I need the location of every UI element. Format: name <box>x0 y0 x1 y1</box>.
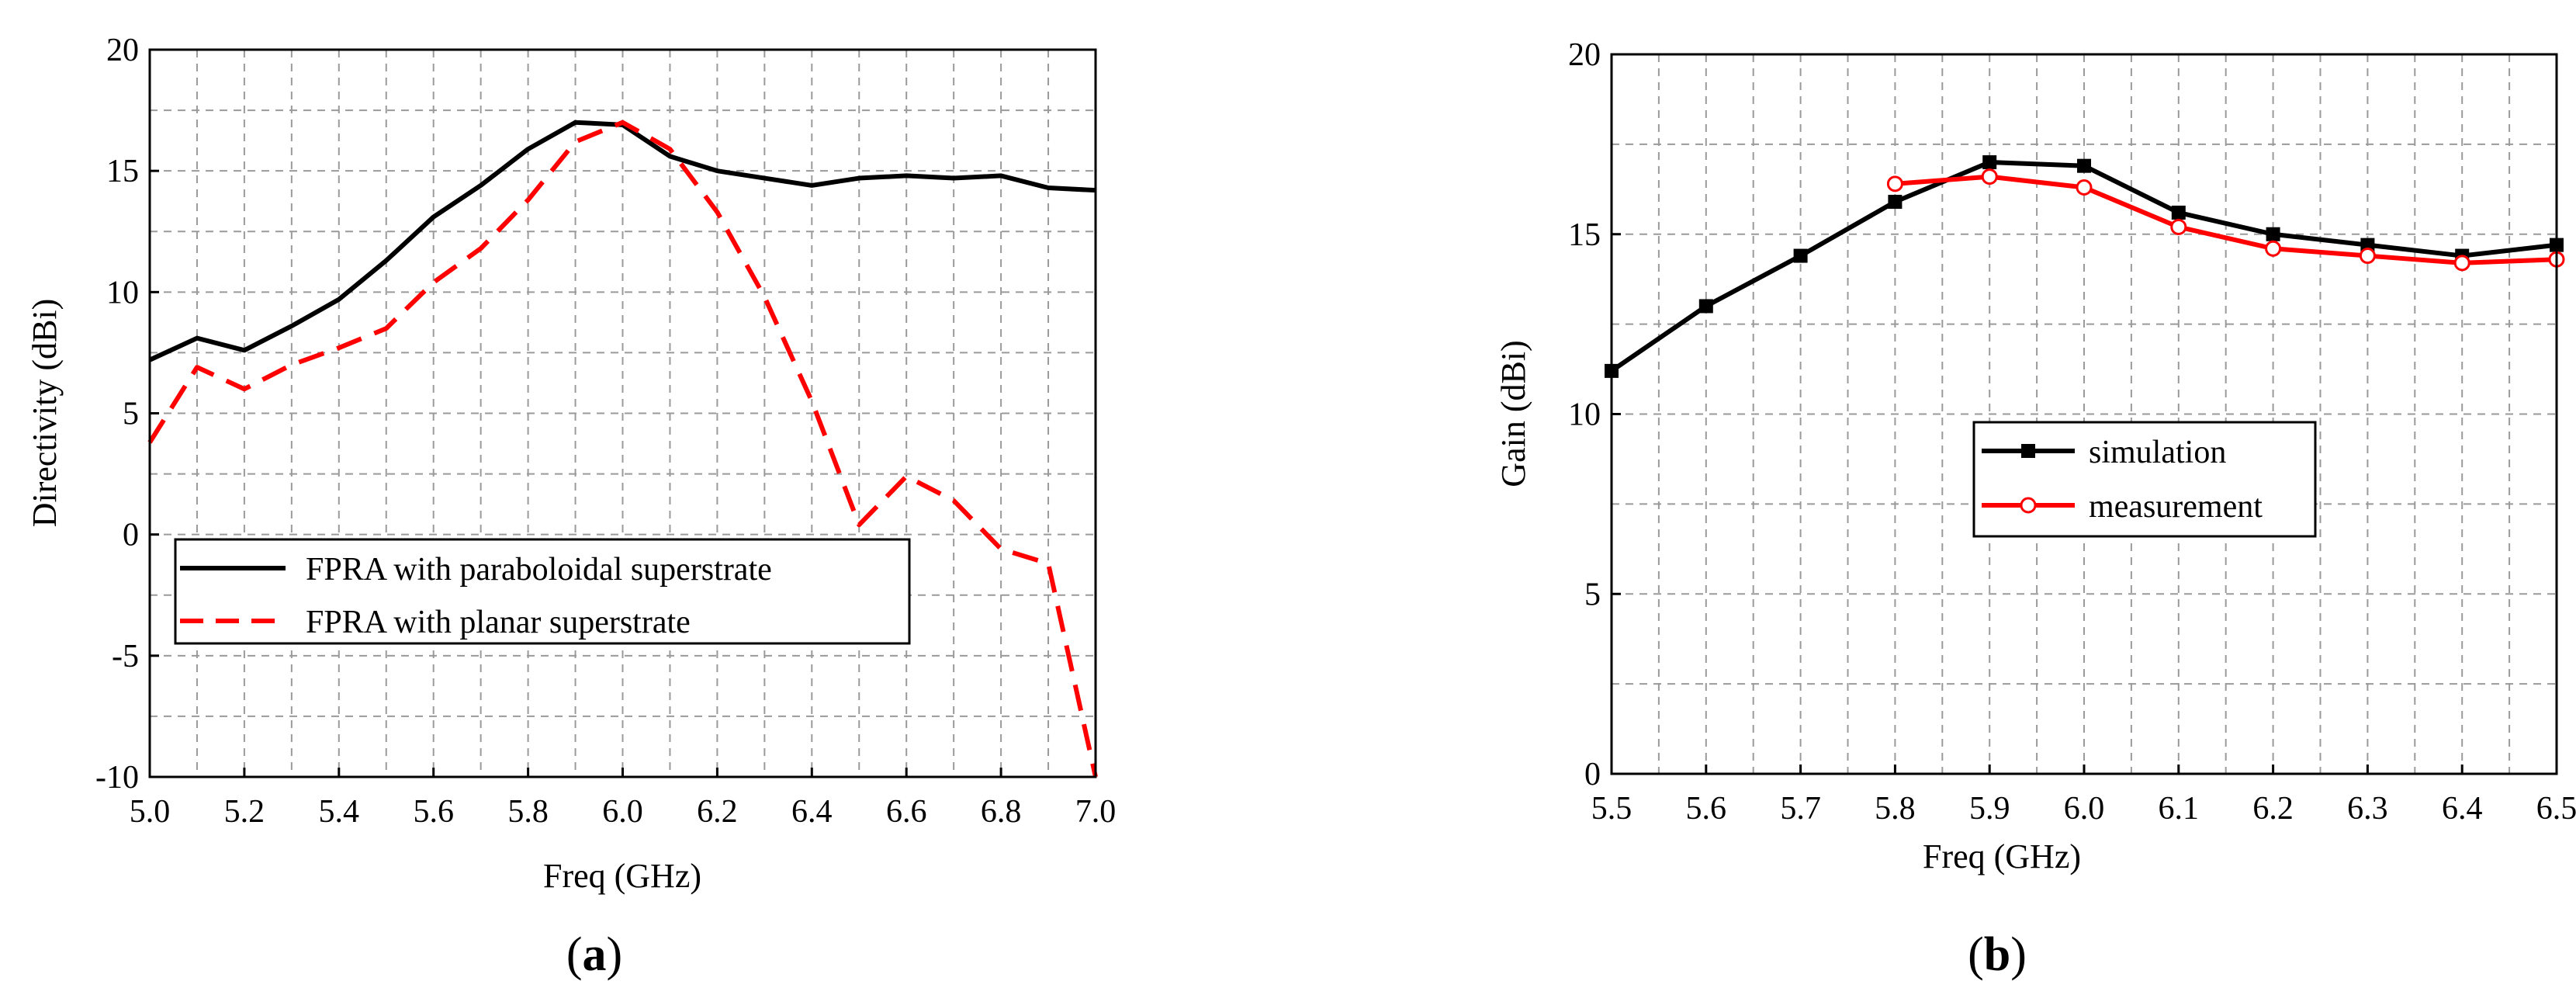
x-tick-label: 6.2 <box>2252 791 2294 827</box>
panel-b-x-axis-label: Freq (GHz) <box>1923 837 2081 875</box>
y-tick-label: 0 <box>123 518 139 553</box>
x-tick-label: 5.6 <box>1686 791 1727 827</box>
panel-a-directivity-chart: 5.0 5.2 5.4 5.6 5.8 6.0 6.2 6.4 6.6 6.8 7.0 -10 -5 0 5… <box>26 33 1116 981</box>
y-tick-label: -10 <box>95 760 139 796</box>
panel-b-legend: simulation measurement <box>1972 421 2317 538</box>
data-point-b-1 <box>2359 248 2376 265</box>
y-tick-label: 10 <box>106 275 139 310</box>
data-point-b-0 <box>1698 299 1713 314</box>
data-point-b-1 <box>1981 168 1998 185</box>
data-point-b-1 <box>1886 175 1903 192</box>
panel-b-caption-letter: b <box>1984 928 2010 981</box>
panel-b-series-group <box>1605 155 2565 378</box>
panel-b-caption: (b) <box>1968 928 2027 981</box>
legend-marker-simulation <box>2021 444 2035 458</box>
x-tick-label: 6.2 <box>697 794 738 830</box>
x-tick-label: 6.6 <box>886 794 927 830</box>
panel-a-caption-letter: a <box>583 928 607 981</box>
legend-marker-measurement <box>2020 497 2037 514</box>
x-tick-label: 5.4 <box>319 794 360 830</box>
x-tick-label: 6.0 <box>602 794 643 830</box>
data-point-b-0 <box>1982 155 1997 170</box>
x-tick-label: 5.5 <box>1591 791 1633 827</box>
y-tick-label: -5 <box>112 639 139 674</box>
data-point-b-1 <box>2076 179 2093 196</box>
panel-b-grid <box>1612 54 2557 774</box>
panel-a-grid <box>150 50 1096 777</box>
y-tick-label: 5 <box>1584 577 1601 612</box>
x-tick-label: 6.4 <box>791 794 833 830</box>
y-tick-label: 15 <box>1568 217 1601 253</box>
panel-a-x-axis-label: Freq (GHz) <box>543 857 701 895</box>
x-tick-label: 6.5 <box>2536 791 2576 827</box>
x-tick-label: 5.2 <box>224 794 265 830</box>
panel-a-legend: FPRA with paraboloidal superstrate FPRA … <box>174 538 911 645</box>
panel-b-y-axis-label: Gain (dBi) <box>1494 340 1532 487</box>
x-tick-label: 6.8 <box>981 794 1022 830</box>
x-tick-label: 6.0 <box>2064 791 2105 827</box>
data-point-b-1 <box>2170 218 2187 235</box>
data-point-b-0 <box>1793 248 1808 263</box>
panel-b-ticks: 5.5 5.6 5.7 5.8 5.9 6.0 6.1 6.2 6.3 6.4 6.5 0 5 10 15 2… <box>1568 37 2576 827</box>
data-point-b-0 <box>2171 205 2186 220</box>
x-tick-label: 7.0 <box>1075 794 1117 830</box>
series-line-a-0 <box>148 120 1096 362</box>
panel-a-legend-box <box>174 538 911 645</box>
series-line-a-1 <box>147 120 1098 778</box>
y-tick-label: 0 <box>1584 757 1601 792</box>
panel-a-caption: (a) <box>566 928 622 981</box>
x-tick-label: 5.0 <box>130 794 171 830</box>
data-point-b-1 <box>2265 240 2282 257</box>
legend-label-planar: FPRA with planar superstrate <box>306 605 691 640</box>
legend-label-simulation: simulation <box>2089 435 2226 470</box>
x-tick-label: 6.1 <box>2159 791 2200 827</box>
y-tick-label: 15 <box>106 154 139 189</box>
data-point-b-0 <box>2077 158 2091 173</box>
x-tick-label: 6.4 <box>2442 791 2483 827</box>
x-tick-label: 6.3 <box>2347 791 2388 827</box>
y-tick-label: 10 <box>1568 397 1601 433</box>
x-tick-label: 5.6 <box>413 794 454 830</box>
x-tick-label: 5.9 <box>1969 791 2010 827</box>
y-tick-label: 5 <box>123 397 139 432</box>
data-point-b-0 <box>1888 195 1903 210</box>
panel-b-legend-box <box>1972 421 2317 538</box>
legend-label-paraboloidal: FPRA with paraboloidal superstrate <box>306 552 772 588</box>
panel-b-gain-chart: 5.5 5.6 5.7 5.8 5.9 6.0 6.1 6.2 6.3 6.4 6.5 0 5 10 15 2… <box>1494 37 2576 981</box>
y-tick-label: 20 <box>1568 37 1601 73</box>
x-tick-label: 5.7 <box>1780 791 1821 827</box>
x-tick-label: 5.8 <box>507 794 549 830</box>
panel-a-ticks: 5.0 5.2 5.4 5.6 5.8 6.0 6.2 6.4 6.6 6.8 7.0 -10 -5 0 5… <box>95 33 1116 830</box>
data-point-b-1 <box>2453 255 2470 272</box>
legend-label-measurement: measurement <box>2089 489 2263 525</box>
panel-a-series-group <box>147 120 1098 778</box>
data-point-b-0 <box>2266 227 2280 241</box>
panel-a-y-axis-label: Directivity (dBi) <box>26 299 64 528</box>
x-tick-label: 5.8 <box>1875 791 1916 827</box>
y-tick-label: 20 <box>106 33 139 68</box>
series-line-b-1 <box>1895 174 2557 265</box>
